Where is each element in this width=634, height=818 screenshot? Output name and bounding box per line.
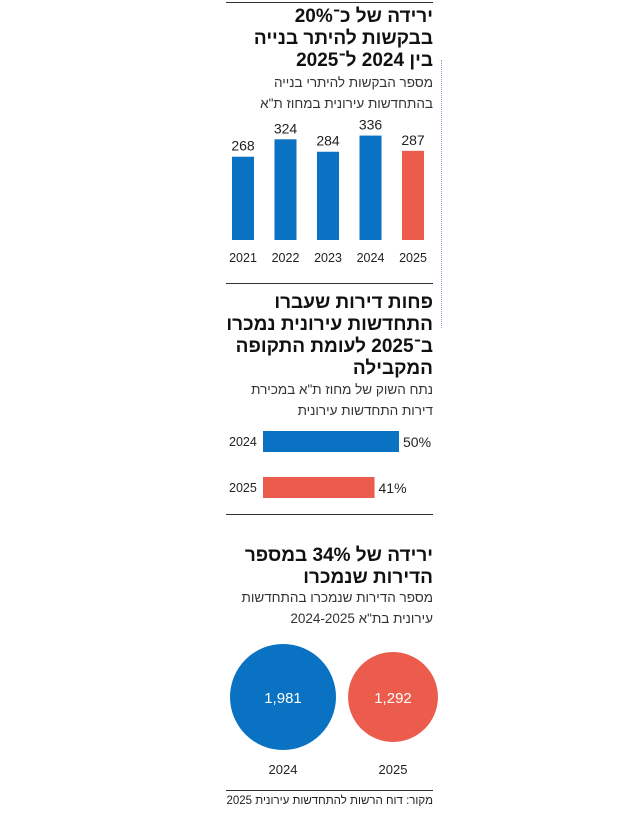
section2-title: פחות דירות שעברו התחדשות עירונית נמכרו ב…: [226, 292, 433, 379]
market-share-hbar-chart: 2024 50% 2025 41%: [229, 431, 431, 498]
units-sold-bubble-chart: 1,981 2024 1,292 2025: [230, 644, 438, 777]
x-tick-label-2023: 2023: [314, 251, 342, 265]
hbar-value-label-2024: 50%: [403, 434, 431, 450]
bar-2025: [402, 150, 424, 240]
section2-bottom-rule: [226, 514, 433, 515]
bubble-2025: [348, 652, 438, 742]
permit-requests-bar-chart: 268 2021 324 2022 284 2023 336 2024 287 2025: [229, 118, 427, 265]
bubble-category-label-2024: 2024: [269, 762, 298, 777]
section1-title: ירידה של כ־20% בבקשות להיתר בנייה בין 20…: [253, 6, 433, 71]
hbar-value-label-2025: 41%: [379, 480, 407, 496]
section1-bottom-rule: [226, 283, 433, 284]
bar-2021: [232, 156, 254, 240]
bar-2022: [274, 139, 297, 240]
bubble-2024: [230, 644, 336, 750]
bubble-value-label-2024: 1,981: [264, 690, 302, 707]
top-rule: [226, 2, 433, 3]
bubble-category-label-2025: 2025: [379, 762, 408, 777]
bar-2024: [359, 135, 382, 240]
bar-value-label-2023: 284: [316, 133, 340, 149]
bar-2023: [317, 151, 339, 240]
bubble-value-label-2025: 1,292: [374, 690, 412, 707]
x-tick-label-2024: 2024: [357, 251, 385, 265]
section2-subtitle: נתח השוק של מחוז ת"א במכירת דירות התחדשו…: [251, 382, 433, 418]
source-rule: [226, 790, 433, 791]
x-tick-label-2025: 2025: [399, 251, 427, 265]
bar-value-label-2021: 268: [231, 138, 255, 154]
x-tick-label-2022: 2022: [272, 251, 300, 265]
hbar-category-label-2025: 2025: [229, 481, 257, 495]
section3-title: ירידה של 34% במספר הדירות שנמכרו: [244, 545, 433, 588]
bar-value-label-2022: 324: [274, 120, 298, 136]
hbar-category-label-2024: 2024: [229, 435, 257, 449]
section1-subtitle: מספר הבקשות להיתרי בנייה בהתחדשות עירוני…: [260, 75, 433, 111]
hbar-2025: [263, 477, 375, 498]
hbar-2024: [263, 431, 399, 452]
x-tick-label-2021: 2021: [229, 251, 257, 265]
section3-subtitle: מספר הדירות שנמכרו בהתחדשות עירונית בת"א…: [241, 590, 434, 626]
bar-value-label-2024: 336: [359, 118, 383, 133]
bar-value-label-2025: 287: [401, 132, 425, 148]
source-note: מקור: דוח הרשות להתחדשות עירונית 2025: [226, 795, 433, 807]
dotted-divider: [441, 60, 442, 328]
